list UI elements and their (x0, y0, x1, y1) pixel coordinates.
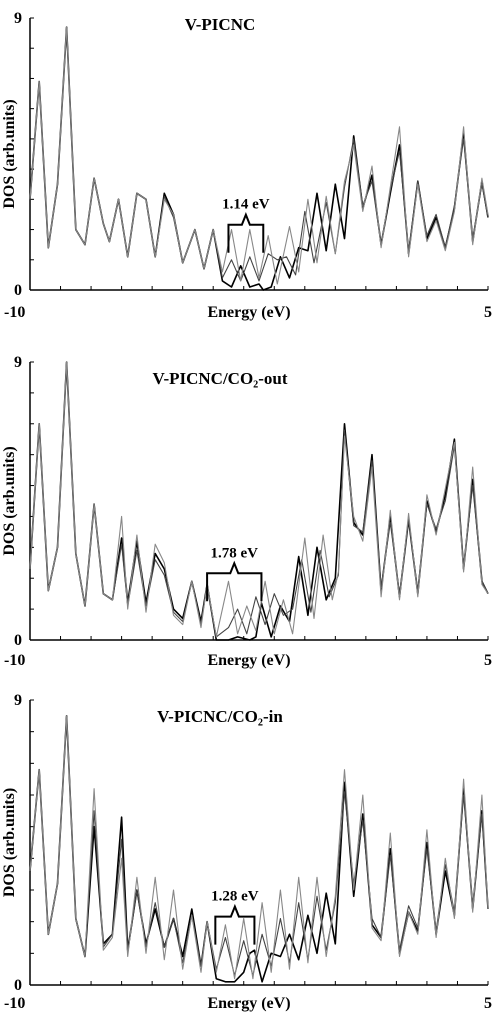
y-axis-label: DOS (arb.units) (1, 788, 18, 897)
x-axis-label: Energy (eV) (207, 304, 290, 321)
y-axis-label: DOS (arb.units) (1, 446, 18, 555)
dos-panel-2: 0 9 -10 5 Energy (eV) DOS (arb.units) V-PICNC/… (1, 354, 492, 669)
x-axis-label: Energy (eV) (207, 995, 290, 1012)
band-gap-label: 1.28 eV (211, 889, 259, 905)
band-gap-label: 1.78 eV (211, 545, 259, 561)
dos-series-line-1 (29, 715, 489, 983)
dos-series-line-1 (29, 361, 489, 641)
band-gap-bracket (214, 903, 256, 945)
x-tick-label: -10 (4, 304, 25, 321)
x-tick-label: 5 (484, 652, 492, 669)
y-tick-label: 9 (14, 692, 22, 709)
dos-series-line-1 (29, 26, 489, 291)
y-tick-label: 9 (14, 10, 22, 27)
band-gap-label: 1.14 eV (222, 197, 270, 213)
band-gap-bracket (206, 560, 263, 602)
dos-panel-1: 0 9 -10 5 Energy (eV) DOS (arb.units) V-PICNC 1… (1, 10, 492, 321)
x-axis-label: Energy (eV) (207, 652, 290, 669)
dos-series-line-2 (29, 715, 489, 977)
band-gap-bracket (227, 212, 265, 253)
y-tick-label: 0 (14, 282, 22, 299)
panel-title: V-PICNC (185, 15, 256, 34)
dos-series-line-3 (29, 26, 489, 285)
dos-panel-3: 0 9 -10 5 Energy (eV) DOS (arb.units) V-PICNC/… (1, 692, 492, 1012)
panel-title: V-PICNC/CO₂-out (152, 369, 287, 388)
y-tick-label: 0 (14, 632, 22, 649)
y-tick-label: 9 (14, 354, 22, 371)
dos-series-line-3 (29, 361, 489, 638)
dos-series-line-3 (29, 715, 489, 980)
x-tick-label: 5 (484, 995, 492, 1012)
y-tick-label: 0 (14, 977, 22, 994)
y-axis-label: DOS (arb.units) (1, 99, 18, 208)
x-tick-label: 5 (484, 304, 492, 321)
panel-title: V-PICNC/CO₂-in (157, 707, 283, 726)
x-tick-label: -10 (4, 652, 25, 669)
dos-series-line-2 (29, 361, 489, 638)
dos-series-line-2 (29, 26, 489, 282)
x-tick-label: -10 (4, 995, 25, 1012)
